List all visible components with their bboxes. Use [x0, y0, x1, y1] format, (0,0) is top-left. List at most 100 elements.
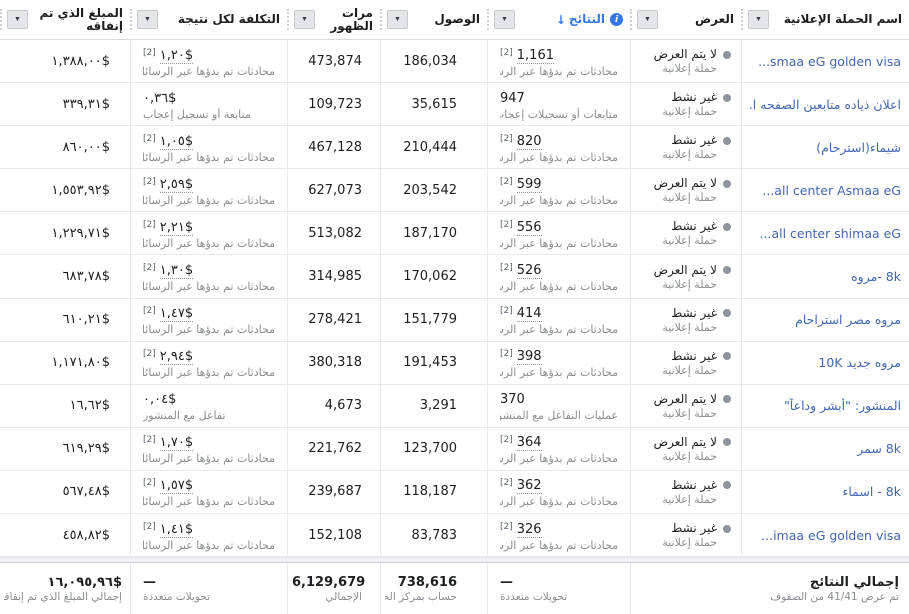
campaign-name-link[interactable]: اعلان ذياده متابعين الصفحه ا... — [750, 96, 901, 112]
cost-per-result-value[interactable]: ٢,٢١$ — [159, 219, 194, 236]
cost-per-result-cell: ٢,٩٤$[2] محادثات تم بدؤها عبر الرسائل — [130, 341, 287, 384]
campaign-name-link[interactable]: ...all center Asmaa eG — [762, 182, 901, 198]
campaign-name-link[interactable]: 8k -مروه — [851, 269, 901, 285]
results-value[interactable]: 556 — [516, 219, 542, 236]
impressions-cell: 467,128 — [287, 126, 380, 169]
campaign-name-link[interactable]: 8k سمر — [857, 441, 901, 457]
delivery-column-dropdown-button[interactable]: ▼ — [637, 10, 658, 29]
cost-per-result-value: ٠,٠٤$ — [143, 392, 177, 408]
cost-per-result-value[interactable]: ٢,٩٤$ — [159, 349, 194, 366]
results-cell: 362[2] محادثات تم بدؤها عبر الرسائل — [487, 470, 630, 514]
table-header-row: اسم الحملة الإعلانية ▼ العرض ▼ i النتائج… — [0, 0, 909, 40]
results-value[interactable]: 1,161 — [516, 47, 554, 64]
results-value[interactable]: 526 — [516, 263, 542, 280]
cost-per-result-value[interactable]: ١,٤٧$ — [159, 306, 194, 323]
results-type-label: محادثات تم بدؤها عبر الرسائل — [500, 366, 618, 380]
impressions-cell: 513,082 — [287, 212, 380, 255]
column-header-impressions[interactable]: مرات الظهور ▼ — [287, 0, 380, 39]
spent-column-label: المبلغ الذي تم إنفاقه — [39, 5, 123, 33]
delivery-cell: غير نشط حملة إعلانية — [630, 470, 741, 514]
results-value[interactable]: 364 — [516, 435, 542, 452]
results-line: 370 — [500, 389, 618, 408]
cost-per-result-value[interactable]: ١,٢٠$ — [159, 47, 194, 64]
campaign-name-cell: المنشور: "أبشر وداعاً" — [741, 384, 909, 427]
column-header-cost-per-result[interactable]: التكلفة لكل نتيجة ▼ — [130, 0, 287, 39]
delivery-status-text: غير نشط — [671, 477, 717, 492]
column-header-results[interactable]: i النتائج ↓ ▼ — [487, 0, 630, 39]
results-type-label: عمليات التفاعل مع المنشور — [500, 409, 618, 423]
cost-per-result-value[interactable]: ١,٤١$ — [159, 521, 194, 538]
cost-per-result-cell: ١,٤٧$[2] محادثات تم بدؤها عبر الرسائل — [130, 298, 287, 341]
reach-cell: 151,779 — [380, 298, 487, 341]
cost-column-dropdown-button[interactable]: ▼ — [137, 10, 158, 29]
campaign-name-link[interactable]: شيماء(استرحام) — [816, 139, 901, 155]
table-body: ...smaa eG golden visa لا يتم العرض حملة… — [0, 40, 909, 558]
delivery-type-label: حملة إعلانية — [662, 320, 717, 334]
campaign-name-link[interactable]: المنشور: "أبشر وداعاً" — [784, 398, 901, 414]
cost-per-result-cell: ١,٣٠$[2] محادثات تم بدؤها عبر الرسائل — [130, 255, 287, 298]
results-type-label: متابعات أو تسجيلات إعجاب — [500, 107, 618, 121]
results-column-dropdown-button[interactable]: ▼ — [494, 10, 515, 29]
cost-per-result-value[interactable]: ١,٣٠$ — [159, 263, 194, 280]
caret-down-icon: ▼ — [394, 16, 401, 23]
column-header-delivery[interactable]: العرض ▼ — [630, 0, 741, 39]
cost-type-label: محادثات تم بدؤها عبر الرسائل — [143, 193, 275, 207]
delivery-status: غير نشط — [641, 219, 731, 234]
results-type-label: محادثات تم بدؤها عبر الرسائل — [500, 323, 618, 337]
cost-per-result-value[interactable]: ١,٧٠$ — [159, 435, 194, 452]
delivery-status: لا يتم العرض — [641, 47, 731, 62]
info-icon[interactable]: i — [610, 13, 623, 26]
delivery-status: غير نشط — [641, 521, 731, 536]
results-line: 398[2] — [500, 346, 618, 366]
results-cell: 398[2] محادثات تم بدؤها عبر الرسائل — [487, 341, 630, 384]
delivery-cell: غير نشط حملة إعلانية — [630, 83, 741, 126]
campaign-name-link[interactable]: ...all center shimaa eG — [759, 225, 901, 241]
column-header-campaign-name[interactable]: اسم الحملة الإعلانية ▼ — [741, 0, 909, 39]
cost-line: ١,٤١$[2] — [143, 519, 275, 538]
column-header-reach[interactable]: الوصول ▼ — [380, 0, 487, 39]
table-row: ...all center Asmaa eG لا يتم العرض حملة… — [0, 169, 909, 213]
amount-spent-value: ٦١٠,٢١$ — [62, 312, 110, 328]
reach-value: 151,779 — [403, 312, 457, 328]
reach-cell: 210,444 — [380, 126, 487, 169]
status-dot-icon — [723, 179, 731, 188]
cost-per-result-value[interactable]: ٢,٥٩$ — [159, 176, 194, 193]
results-value[interactable]: 326 — [516, 521, 542, 538]
cost-per-result-cell: ١,٠٥$[2] محادثات تم بدؤها عبر الرسائل — [130, 126, 287, 169]
campaign-column-dropdown-button[interactable]: ▼ — [748, 10, 769, 29]
spent-column-dropdown-button[interactable]: ▼ — [7, 10, 28, 29]
cost-type-label: محادثات تم بدؤها عبر الرسائل — [143, 64, 275, 78]
reach-cell: 191,453 — [380, 341, 487, 384]
campaign-name-cell: ...imaa eG golden visa — [741, 514, 909, 557]
delivery-type-label: حملة إعلانية — [662, 406, 717, 420]
campaign-name-link[interactable]: مروه جديد 10K — [818, 355, 901, 371]
column-header-amount-spent[interactable]: المبلغ الذي تم إنفاقه ▼ — [0, 0, 130, 39]
impressions-column-dropdown-button[interactable]: ▼ — [294, 10, 315, 29]
delivery-status-text: غير نشط — [671, 521, 717, 536]
reach-value: 35,615 — [411, 96, 458, 112]
campaign-name-link[interactable]: ...smaa eG golden visa — [758, 53, 901, 69]
results-value[interactable]: 398 — [516, 349, 542, 366]
campaign-name-link[interactable]: مروه مصر استراحام — [795, 312, 901, 328]
delivery-status: لا يتم العرض — [641, 435, 731, 450]
impressions-cell: 152,108 — [287, 514, 380, 557]
results-value[interactable]: 414 — [516, 306, 542, 323]
reach-value: 187,170 — [403, 225, 457, 241]
reach-column-dropdown-button[interactable]: ▼ — [387, 10, 408, 29]
impressions-value: 513,082 — [308, 225, 362, 241]
cost-type-label: محادثات تم بدؤها عبر الرسائل — [143, 280, 275, 294]
reach-value: 83,783 — [411, 527, 458, 543]
results-value[interactable]: 362 — [516, 478, 542, 495]
cost-per-result-cell: ١,٤١$[2] محادثات تم بدؤها عبر الرسائل — [130, 514, 287, 557]
results-value[interactable]: 820 — [516, 133, 542, 150]
campaign-name-link[interactable]: 8k - اسماء — [842, 484, 901, 500]
delivery-cell: غير نشط حملة إعلانية — [630, 212, 741, 255]
cost-per-result-value[interactable]: ١,٠٥$ — [159, 133, 194, 150]
cost-per-result-value[interactable]: ١,٥٧$ — [159, 478, 194, 495]
totals-results-label: تحويلات متعددة — [500, 590, 568, 603]
cost-footnote-ref: [2] — [143, 435, 156, 446]
results-value[interactable]: 599 — [516, 176, 542, 193]
cost-line: ٢,٥٩$[2] — [143, 174, 275, 193]
results-type-label: محادثات تم بدؤها عبر الرسائل — [500, 280, 618, 294]
campaign-name-link[interactable]: ...imaa eG golden visa — [761, 527, 901, 543]
